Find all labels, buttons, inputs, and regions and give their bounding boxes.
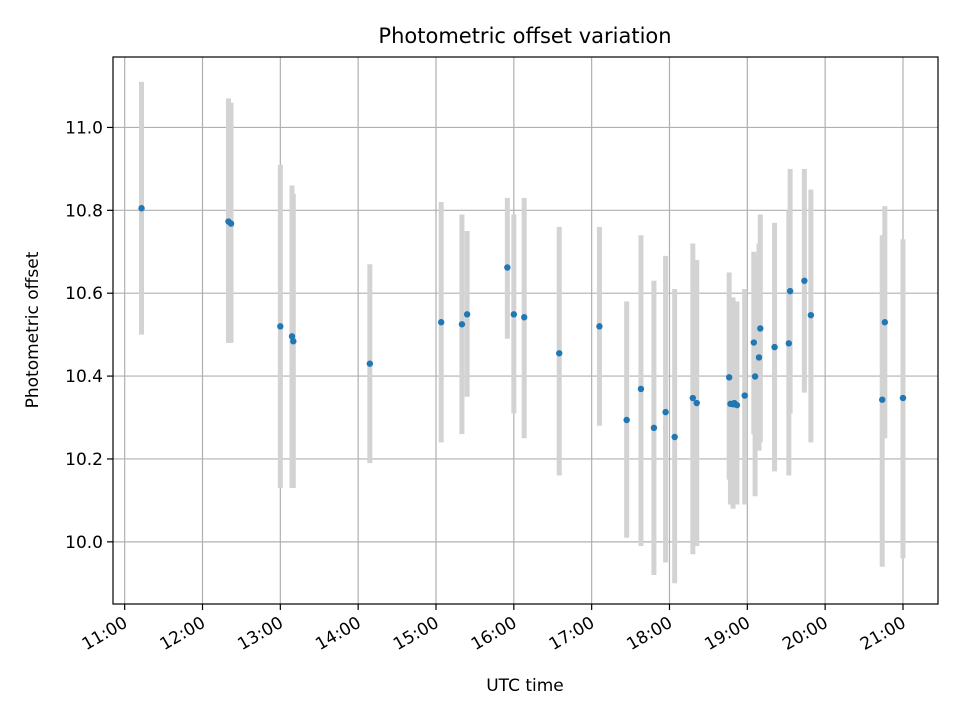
data-point [807,311,815,319]
data-point [290,338,297,345]
data-point [596,323,603,330]
data-point [521,314,528,321]
data-point [801,277,808,284]
data-point [556,350,563,357]
data-point [288,333,296,340]
y-tick-label: 10.8 [65,201,103,221]
plot-frame [112,56,939,605]
data-point [650,424,658,432]
chart-title: Photometric offset variation [378,24,671,48]
x-tick-label: 21:00 [857,613,909,655]
data-point [463,311,471,318]
tick-layer: 11:00 12:00 13:00 14:00 15:00 16:00 17:00 18:00… [65,118,909,654]
y-tick-label: 10.4 [65,367,103,387]
x-tick-label: 18:00 [624,613,676,655]
data-point [741,392,748,399]
data-point [671,433,678,441]
data-point [755,354,763,361]
y-tick-label: 10.6 [65,284,103,304]
point-layer [138,205,907,441]
errorbar-layer [139,81,906,584]
data-point [637,385,645,393]
data-point [733,401,741,409]
y-tick-label: 10.2 [65,450,103,470]
y-axis-label: Photometric offset [23,251,43,408]
data-point [662,408,669,416]
data-point [458,321,466,328]
data-point [725,374,733,381]
data-point [510,311,518,318]
x-axis-label: UTC time [486,676,564,696]
y-tick-label: 11.0 [65,118,103,138]
data-point [899,394,907,402]
data-point [881,319,889,326]
x-tick-label: 15:00 [390,613,442,655]
x-tick-label: 13:00 [234,613,286,655]
data-point [693,399,700,407]
data-point [227,220,235,227]
data-point [437,319,445,326]
data-point [504,264,511,271]
x-tick-label: 12:00 [157,613,209,655]
data-point [879,396,886,403]
x-tick-label: 19:00 [701,613,753,655]
x-tick-label: 20:00 [779,613,831,655]
data-point [138,205,145,212]
data-point [750,339,758,346]
data-point [623,416,630,424]
x-tick-label: 17:00 [546,613,598,655]
data-point [771,343,778,351]
data-point [785,340,793,347]
data-point [786,287,794,295]
x-tick-label: 16:00 [468,613,520,655]
x-tick-label: 14:00 [312,613,364,655]
data-point [277,323,284,330]
data-point [689,394,697,402]
y-tick-label: 10.0 [65,533,103,553]
x-tick-label: 11:00 [79,613,131,655]
data-point [757,325,764,332]
data-point [751,373,759,380]
data-point [366,360,374,367]
